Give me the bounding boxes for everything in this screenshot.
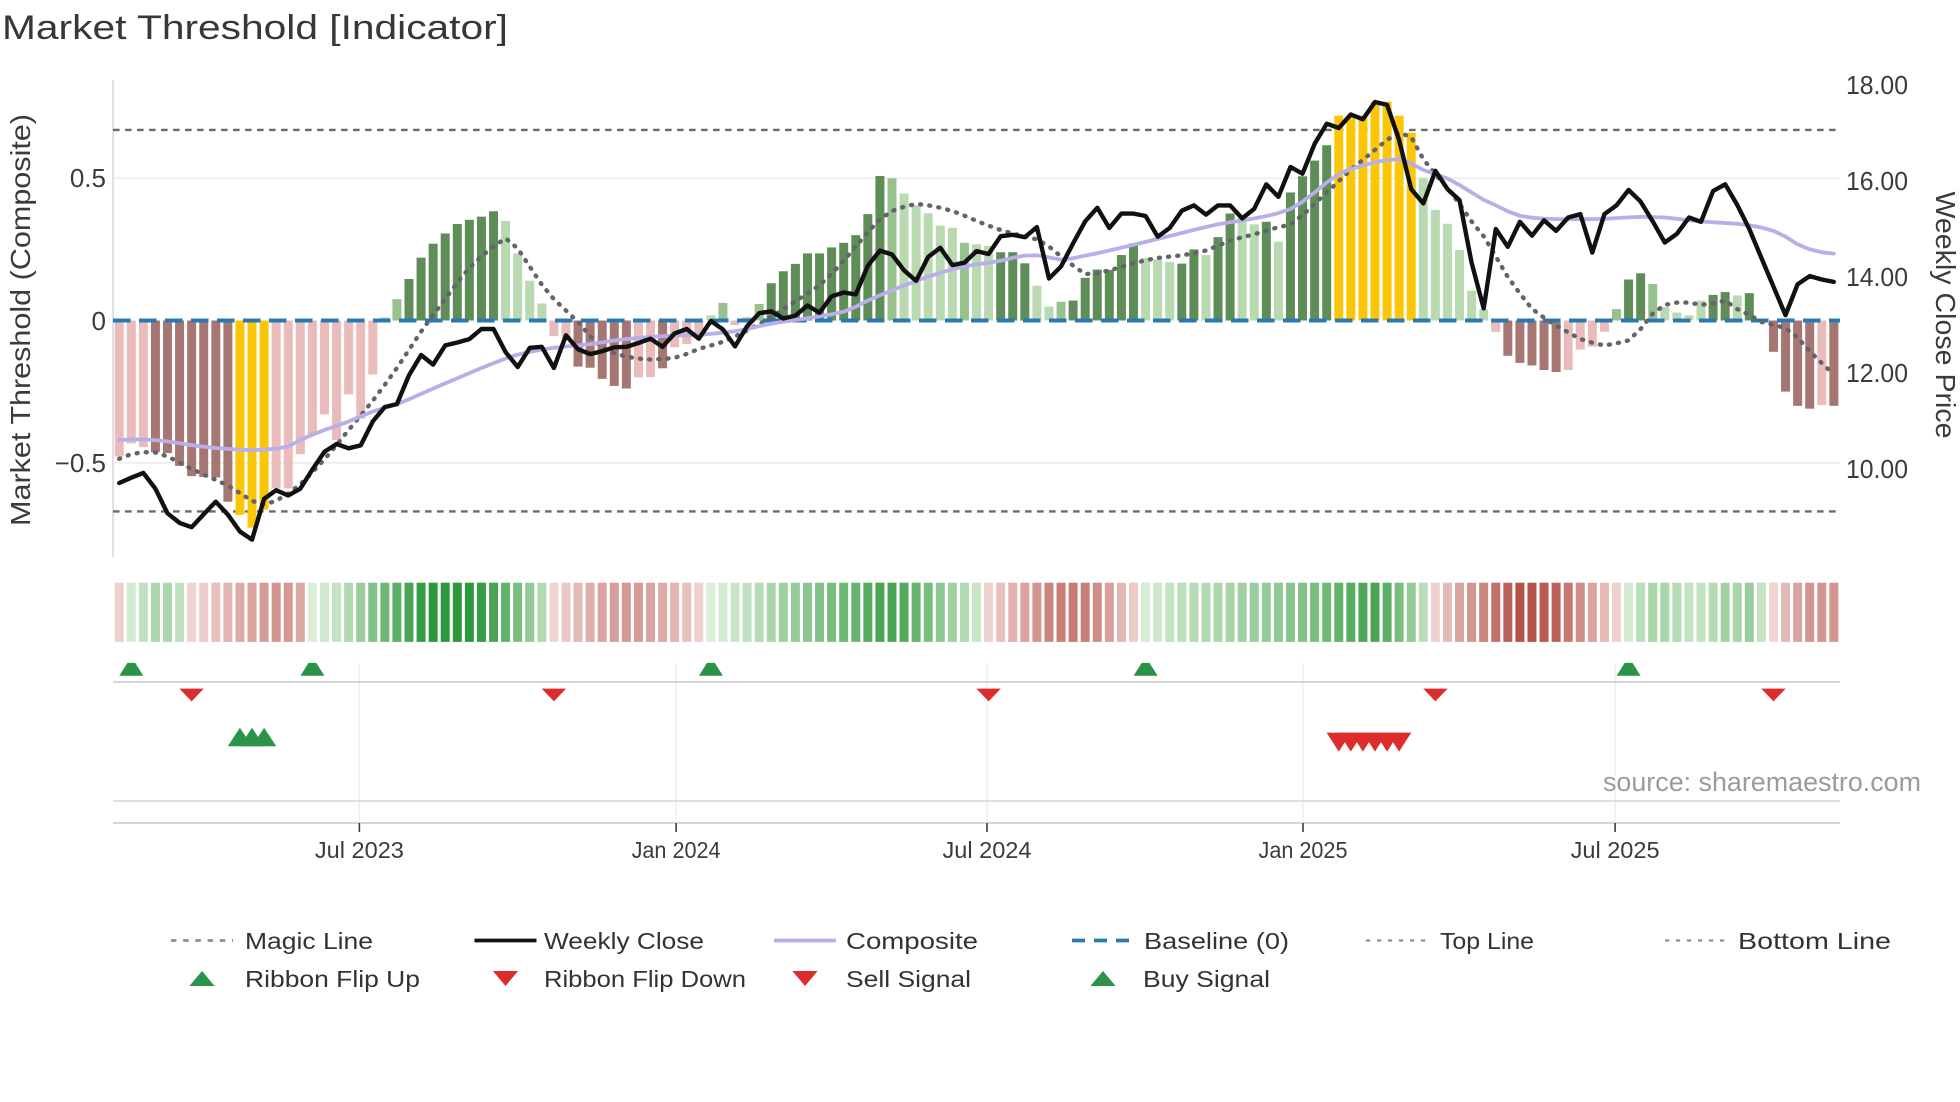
svg-text:Jul 2025: Jul 2025 [1571, 837, 1660, 863]
svg-text:Market Threshold [Indicator]: Market Threshold [Indicator] [2, 9, 508, 47]
svg-text:Buy Signal: Buy Signal [1143, 966, 1270, 992]
svg-text:0: 0 [92, 306, 106, 336]
svg-text:Weekly Close Price: Weekly Close Price [1930, 192, 1960, 439]
svg-text:Weekly Close: Weekly Close [544, 928, 704, 954]
svg-text:Ribbon Flip Down: Ribbon Flip Down [544, 966, 746, 992]
svg-text:Jan 2024: Jan 2024 [632, 837, 721, 863]
svg-text:16.00: 16.00 [1846, 166, 1908, 196]
svg-text:Sell Signal: Sell Signal [846, 966, 971, 992]
svg-text:Composite: Composite [846, 928, 978, 954]
svg-text:Jul 2023: Jul 2023 [315, 837, 404, 863]
svg-text:14.00: 14.00 [1846, 262, 1908, 292]
svg-text:source: sharemaestro.com: source: sharemaestro.com [1603, 767, 1921, 797]
svg-text:Jan 2025: Jan 2025 [1259, 837, 1348, 863]
svg-text:18.00: 18.00 [1846, 70, 1908, 100]
svg-text:12.00: 12.00 [1846, 358, 1908, 388]
svg-text:Top Line: Top Line [1440, 928, 1534, 954]
svg-text:Market Threshold (Composite): Market Threshold (Composite) [5, 114, 36, 526]
svg-text:Jul 2024: Jul 2024 [943, 837, 1032, 863]
svg-text:−0.5: −0.5 [55, 448, 106, 478]
svg-text:10.00: 10.00 [1846, 454, 1908, 484]
svg-text:Magic Line: Magic Line [245, 928, 373, 954]
svg-text:Ribbon Flip Up: Ribbon Flip Up [245, 966, 420, 992]
svg-text:Baseline (0): Baseline (0) [1144, 928, 1289, 954]
svg-text:Bottom Line: Bottom Line [1738, 928, 1891, 954]
svg-text:0.5: 0.5 [70, 163, 106, 193]
